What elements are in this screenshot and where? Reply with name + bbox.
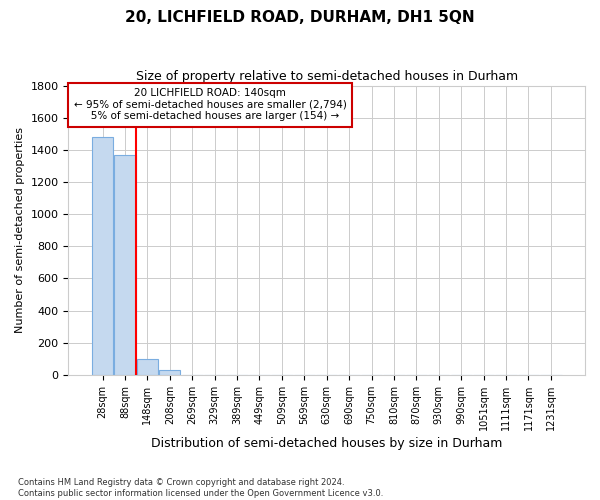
Bar (159, 370, 181, 375)
Bar (92, 137, 113, 375)
Title: Size of property relative to semi-detached houses in Durham: Size of property relative to semi-detach… (136, 70, 518, 83)
Y-axis label: Number of semi-detached properties: Number of semi-detached properties (15, 128, 25, 334)
Bar (115, 154, 136, 375)
X-axis label: Distribution of semi-detached houses by size in Durham: Distribution of semi-detached houses by … (151, 437, 502, 450)
Text: 20, LICHFIELD ROAD, DURHAM, DH1 5QN: 20, LICHFIELD ROAD, DURHAM, DH1 5QN (125, 10, 475, 25)
Text: 20 LICHFIELD ROAD: 140sqm
← 95% of semi-detached houses are smaller (2,794)
   5: 20 LICHFIELD ROAD: 140sqm ← 95% of semi-… (74, 88, 347, 122)
Text: Contains HM Land Registry data © Crown copyright and database right 2024.
Contai: Contains HM Land Registry data © Crown c… (18, 478, 383, 498)
Bar (137, 359, 158, 375)
